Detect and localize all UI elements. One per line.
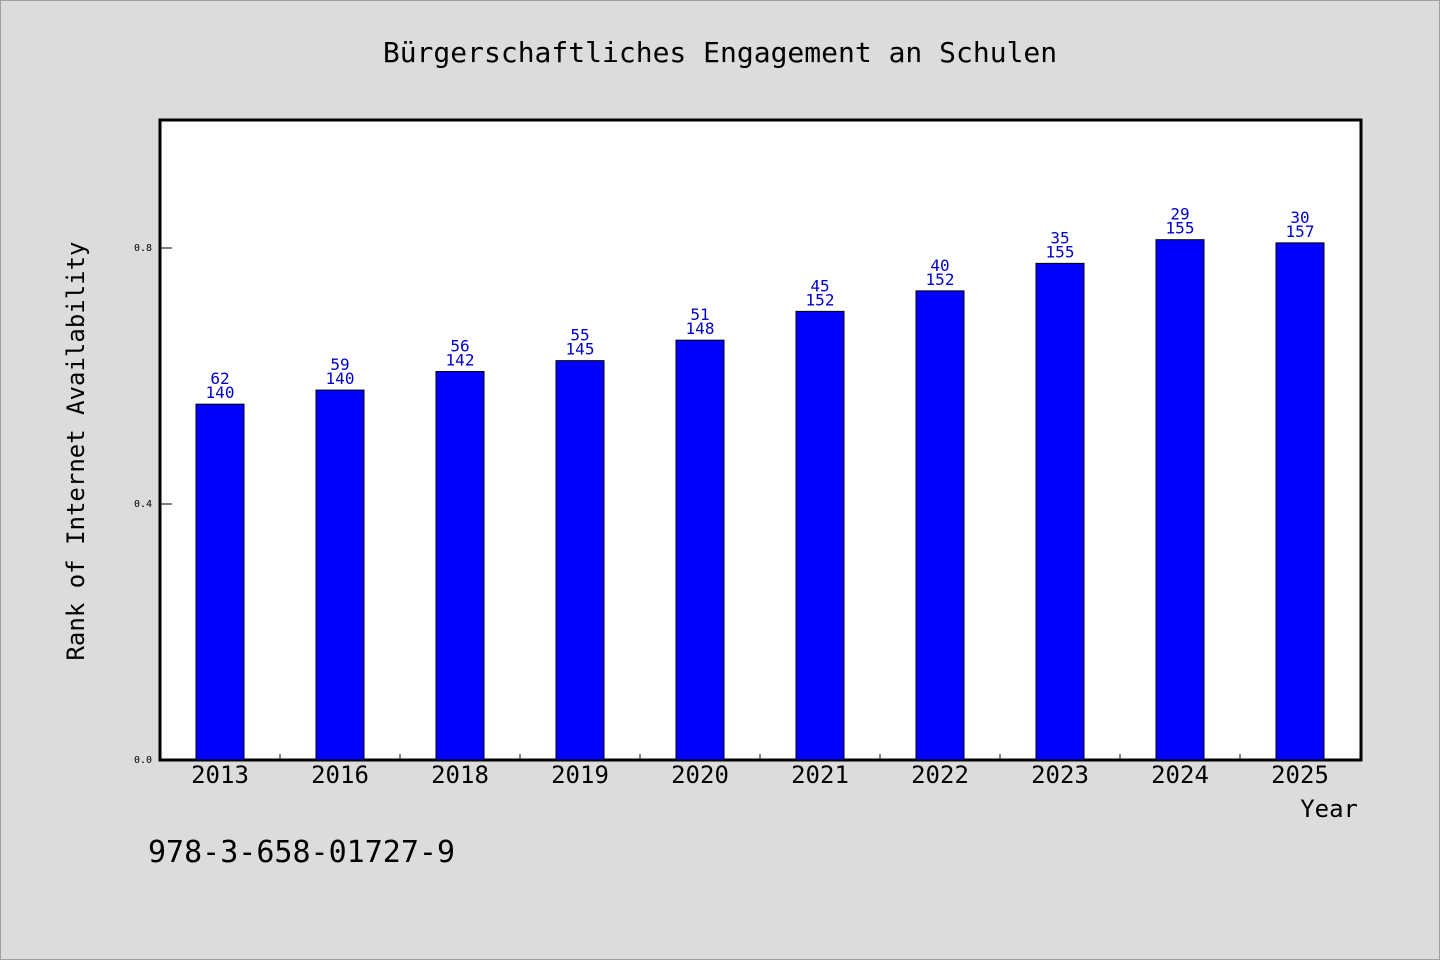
isbn-annotation: 978-3-658-01727-9 [148,835,455,870]
bar-2019 [555,360,605,761]
bar-2013 [195,403,245,761]
x-tick-label-2023: 2023 [1031,761,1089,789]
x-axis: 2013 2016 2018 2019 2020 2021 2022 2023 2024 2025 [191,754,1329,789]
bar-label-bottom-2019: 145 [566,340,595,359]
x-tick-label-2024: 2024 [1151,761,1209,789]
x-tick-label-2019: 2019 [551,761,609,789]
bar-label-top-2025: 30 [1290,208,1309,227]
bar-2023 [1035,262,1085,761]
bar-2024 [1155,239,1205,761]
x-tick-label-2022: 2022 [911,761,969,789]
bar-label-top-2024: 29 [1170,205,1189,224]
bar-group: 6214059140561425514551148451524015235155… [195,205,1325,761]
x-tick-label-2025: 2025 [1271,761,1329,789]
x-tick-label-2020: 2020 [671,761,729,789]
y-axis-title: Rank of Internet Availability [62,241,90,660]
bar-label-top-2016: 59 [330,355,349,374]
bar-label-bottom-2016: 140 [326,369,355,388]
bar-2021 [795,310,845,761]
bar-label-bottom-2013: 140 [206,383,235,402]
bar-label-bottom-2020: 148 [686,319,715,338]
bar-2022 [915,290,965,761]
bar-label-top-2013: 62 [210,369,229,388]
y-tick-label-0.0: 0.0 [134,755,152,766]
bar-label-bottom-2023: 155 [1046,242,1075,261]
x-tick-label-2018: 2018 [431,761,489,789]
bar-2025 [1275,242,1325,761]
bar-label-bottom-2024: 155 [1166,219,1195,238]
bar-label-top-2019: 55 [570,326,589,345]
bar-label-bottom-2018: 142 [446,351,475,370]
bar-label-top-2020: 51 [690,305,709,324]
bar-label-bottom-2025: 157 [1286,222,1315,241]
chart-title: Bürgerschaftliches Engagement an Schulen [383,36,1057,69]
y-tick-label-0.4: 0.4 [134,499,152,510]
bar-2020 [675,339,725,761]
y-tick-label-0.8: 0.8 [134,243,152,254]
bar-label-top-2018: 56 [450,337,469,356]
x-axis-title: Year [1300,795,1358,823]
x-tick-label-2016: 2016 [311,761,369,789]
y-axis: 0.0 0.4 0.8 [134,243,172,766]
x-tick-label-2021: 2021 [791,761,849,789]
bar-label-top-2022: 40 [930,256,949,275]
x-tick-label-2013: 2013 [191,761,249,789]
bar-2018 [435,371,485,761]
bar-label-top-2021: 45 [810,276,829,295]
bar-label-bottom-2022: 152 [926,270,955,289]
bar-label-bottom-2021: 152 [806,290,835,309]
bar-label-top-2023: 35 [1050,228,1069,247]
bar-2016 [315,389,365,761]
